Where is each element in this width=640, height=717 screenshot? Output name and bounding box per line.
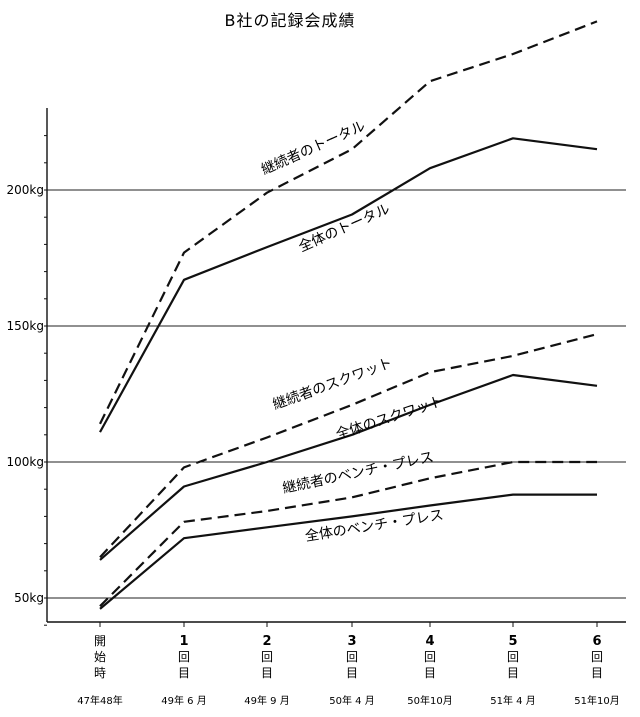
x-tick-label: 目 — [178, 666, 190, 680]
series-label: 継続者のスクワット — [270, 354, 394, 413]
x-tick-label: 目 — [591, 666, 603, 680]
series-line-5 — [99, 493, 597, 610]
x-tick-label: 回 — [591, 650, 603, 664]
chart-title: B社の記録会成績 — [225, 11, 356, 30]
x-tick-label: 回 — [346, 650, 358, 664]
series-label: 全体のスクワット — [334, 392, 446, 443]
x-tick-label: 目 — [507, 666, 519, 680]
x-date-label: 51年10月 — [574, 694, 619, 707]
x-tick-label: 目 — [261, 666, 273, 680]
series-label: 全体のトータル — [296, 200, 392, 255]
y-tick-label: 50kg — [14, 591, 44, 605]
y-tick-label: 100kg — [7, 455, 44, 469]
x-tick-label: 時 — [94, 666, 106, 680]
x-tick-label: 4 — [425, 634, 434, 649]
series-label: 全体のベンチ・プレス — [304, 506, 445, 545]
x-tick-label: 2 — [262, 634, 271, 649]
x-tick-label: 回 — [424, 650, 436, 664]
series-line-1 — [99, 137, 598, 433]
series-lines — [99, 20, 598, 610]
x-date-label: 50年 4 月 — [329, 694, 374, 707]
series-line-3 — [99, 373, 598, 561]
x-date-label: 49年 9 月 — [244, 694, 289, 707]
x-tick-label: 1 — [179, 634, 188, 649]
x-date-label: 49年 6 月 — [161, 694, 206, 707]
series-line-2 — [99, 333, 598, 558]
x-tick-label: 回 — [261, 650, 273, 664]
series-line-4 — [99, 460, 597, 607]
x-tick-label: 始 — [94, 650, 106, 664]
x-tick-label: 開 — [94, 634, 106, 648]
y-tick-label: 200kg — [7, 183, 44, 197]
x-date-label: 50年10月 — [407, 694, 452, 707]
x-tick-label: 回 — [507, 650, 519, 664]
y-tick-label: 150kg — [7, 319, 44, 333]
x-tick-label: 目 — [424, 666, 436, 680]
x-tick-label: 5 — [508, 634, 517, 649]
x-tick-label: 回 — [178, 650, 190, 664]
series-label: 継続者のベンチ・プレス — [281, 448, 435, 497]
x-tick-label: 6 — [592, 634, 601, 649]
x-date-label: 47年48年 — [77, 694, 122, 707]
x-date-label: 51年 4 月 — [490, 694, 535, 707]
x-tick-label: 目 — [346, 666, 358, 680]
series-line-0 — [99, 20, 598, 425]
y-tick-labels: 50kg 100kg 150kg 200kg — [7, 183, 44, 605]
x-tick-label: 3 — [347, 634, 356, 649]
